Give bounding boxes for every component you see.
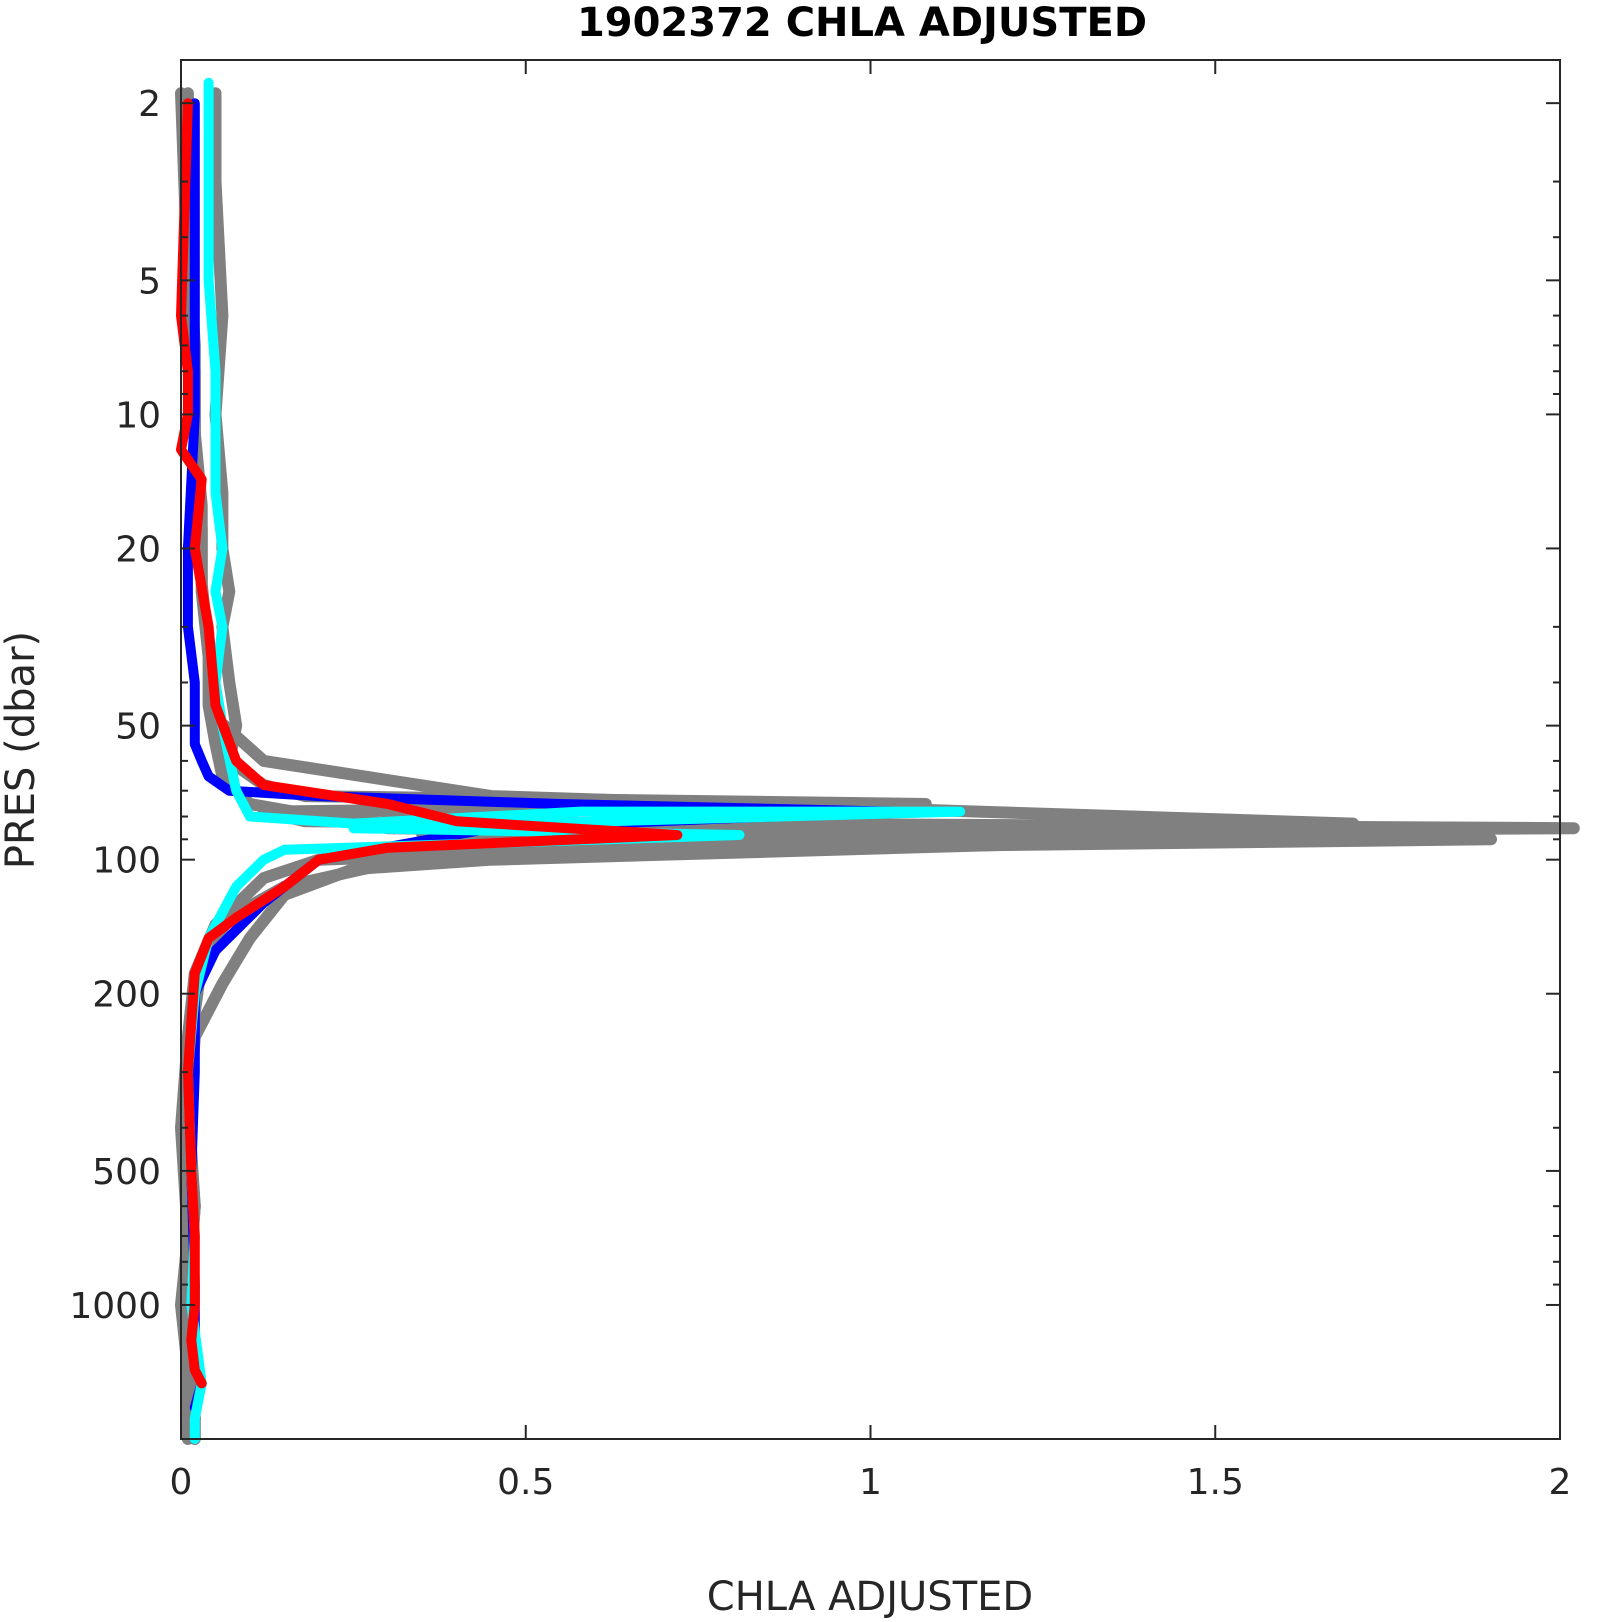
y-tick-label: 50 [115,707,161,748]
y-tick-label: 500 [92,1152,161,1193]
x-axis-label: CHLA ADJUSTED [707,1574,1033,1620]
series-layer [175,77,1580,1445]
y-axis-label: PRES (dbar) [0,631,44,869]
x-tick-label: 0 [170,1462,193,1503]
y-tick-label: 20 [115,529,161,570]
series-line-3 [182,98,897,1413]
y-tick-label: 2 [138,84,161,125]
chart-title: 1902372 CHLA ADJUSTED [577,0,1147,46]
y-tick-label: 10 [115,395,161,436]
y-tick-label: 1000 [69,1286,161,1327]
series-line-0 [181,87,1580,1445]
y-tick-label: 100 [92,841,161,882]
plot-frame [180,59,1561,1440]
x-tick-label: 1 [859,1462,882,1503]
tick-layer: 0 0.5 1 1.5 2 2 5 10 20 50 100 200 500 1000 [69,60,1571,1503]
y-tick-label: 5 [138,261,161,302]
series-line-2 [181,87,1360,1425]
y-tick-label: 200 [92,975,161,1016]
series-line-1 [175,87,1497,1445]
series-line-5 [176,98,683,1389]
x-tick-label: 0.5 [497,1462,554,1503]
x-tick-label: 2 [1549,1462,1572,1503]
series-line-4 [182,77,966,1444]
x-tick-label: 1.5 [1187,1462,1244,1503]
